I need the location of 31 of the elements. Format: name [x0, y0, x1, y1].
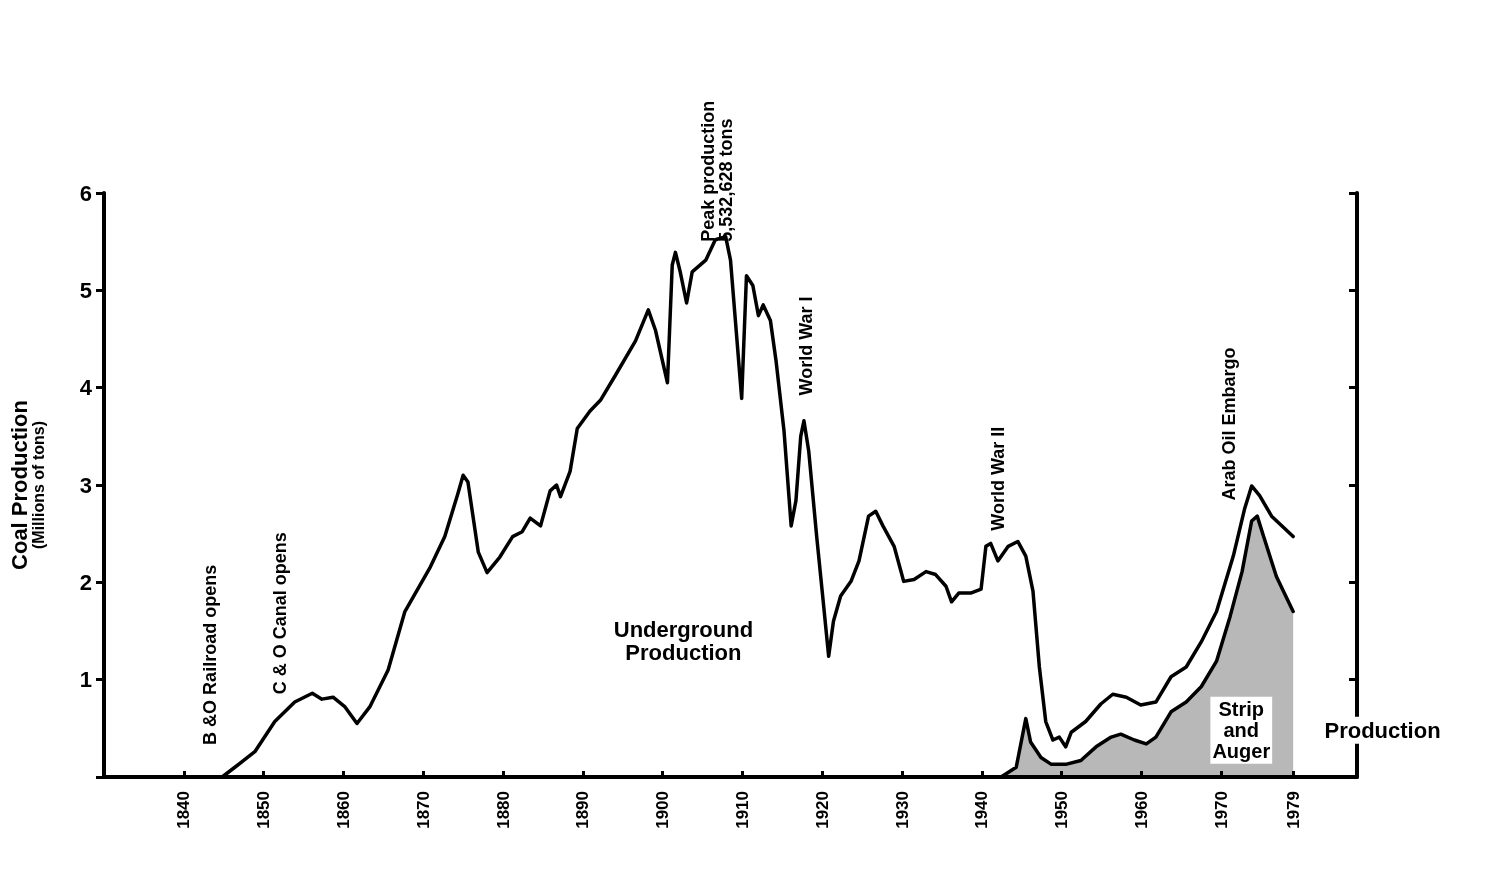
annotation: Underground Production — [613, 616, 754, 665]
annotation: B &O Railroad opens — [200, 564, 221, 745]
annotation: Strip and Auger — [1212, 698, 1271, 763]
x-tick-label: 1970 — [1211, 791, 1231, 829]
x-tick-label: 1900 — [653, 791, 673, 829]
x-tick-label: 1950 — [1052, 791, 1072, 829]
x-tick-label: 1910 — [732, 791, 752, 829]
x-tick-label: 1960 — [1132, 791, 1152, 829]
y-tick-label: 3 — [79, 472, 92, 498]
annotation: Production — [1324, 717, 1441, 743]
x-tick-label: 1930 — [892, 791, 912, 829]
y-tick-label: 4 — [79, 375, 93, 401]
annotation: C & O Canal opens — [269, 532, 290, 695]
x-tick-label: 1920 — [812, 791, 832, 829]
x-tick-label: 1890 — [573, 791, 593, 829]
x-tick-label: 1850 — [254, 791, 274, 829]
x-tick-label: 1860 — [333, 791, 353, 829]
y-tick-label: 6 — [79, 180, 92, 206]
x-tick-label: 1870 — [413, 791, 433, 829]
x-tick-label: 1880 — [493, 791, 513, 829]
y-tick-label: 1 — [79, 667, 92, 693]
y-tick-label: 5 — [79, 277, 92, 303]
annotation: Arab Oil Embargo — [1218, 347, 1239, 501]
x-tick-label: 1979 — [1283, 791, 1303, 829]
y-tick-label: 2 — [79, 569, 92, 595]
annotation: Peak production 5,532,628 tons — [697, 100, 736, 242]
annotation: World War I — [795, 296, 816, 396]
x-tick-label: 1940 — [972, 791, 992, 829]
annotation: World War II — [987, 426, 1008, 531]
x-tick-label: 1840 — [174, 791, 194, 829]
y-axis-title: Coal Production (Millions of tons) — [6, 400, 47, 570]
